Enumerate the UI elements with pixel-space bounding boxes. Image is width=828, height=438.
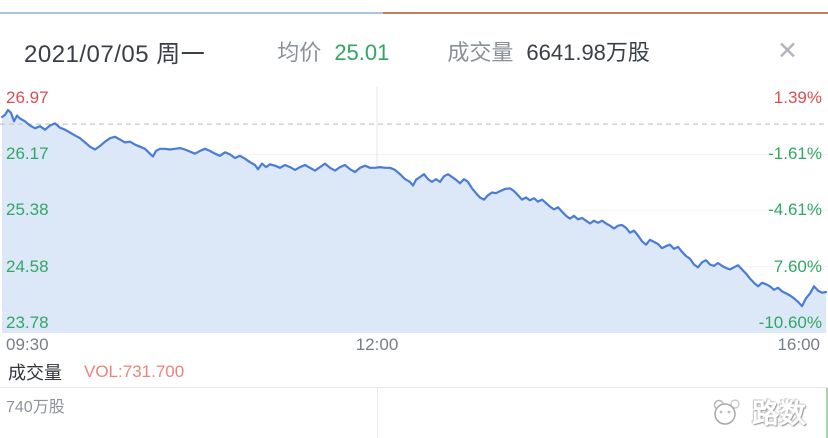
close-icon[interactable]: ✕ [777,36,798,65]
time-label-close: 16:00 [777,335,820,354]
price-axis-label: 23.78 [6,313,49,332]
percent-axis-label: -10.60% [758,313,822,332]
avg-price-label: 均价 [277,40,322,65]
avg-price-value: 25.01 [334,40,390,65]
top-tab-indicator [0,0,828,15]
luoshu-watermark: 路数 [710,392,806,431]
percent-axis-label: -1.61% [768,144,822,163]
section-divider [0,387,828,388]
percent-axis-label: 1.39% [773,88,822,107]
volume-pane[interactable]: 740万股 路数 [0,388,828,438]
percent-axis-label: -4.61% [768,200,822,219]
price-chart-canvas[interactable]: 26.97 26.17 25.38 24.58 23.78 1.39% -1.6… [0,87,828,333]
noon-gridline-volume [377,388,378,438]
price-axis-label: 24.58 [6,257,49,276]
price-chart-svg [0,87,828,333]
time-axis: 09:30 12:00 16:00 [0,333,828,357]
panda-logo-icon [713,398,740,425]
time-label-noon: 12:00 [355,335,399,354]
watermark-text: 路数 [752,399,806,429]
volume-section-header: 成交量 VOL:731.700 [0,357,828,387]
price-axis-label: 26.17 [6,144,49,163]
percent-axis-label: 7.60% [773,257,822,276]
price-axis-label: 26.97 [6,88,49,107]
turnover-label: 成交量 [447,40,514,65]
avg-price-stat: 均价 25.01 [277,35,389,67]
indicator-left-segment [0,12,383,14]
volume-title: 成交量 [8,363,62,383]
time-label-open: 09:30 [6,335,49,354]
price-area [2,110,826,333]
turnover-value: 6641.98万股 [526,40,650,65]
price-line [0,108,828,308]
chart-header: 2021/07/05 周一 均价 25.01 成交量 6641.98万股 ✕ [0,15,828,87]
volume-value: VOL:731.700 [84,362,185,381]
volume-scale-label: 740万股 [6,399,65,416]
date-label: 2021/07/05 周一 [24,40,206,68]
indicator-right-segment [383,12,828,14]
turnover-stat: 成交量 6641.98万股 [447,35,650,67]
right-edge-line [826,388,828,438]
price-axis-label: 25.38 [6,200,49,219]
